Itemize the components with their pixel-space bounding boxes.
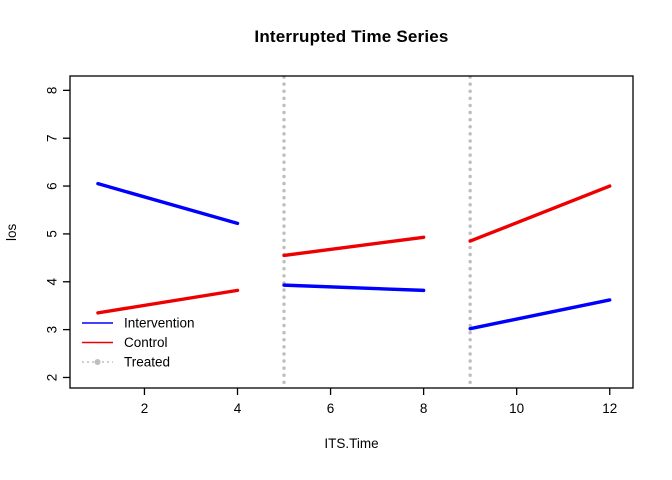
legend-label: Control [124,335,168,350]
intervention-line-segment [468,298,612,331]
legend: Intervention Control Treated [82,316,195,370]
y-tick-label: 8 [45,87,60,95]
legend-entry: Control [82,335,168,350]
legend-label: Intervention [124,316,195,331]
x-tick-label: 2 [141,401,149,416]
y-tick-label: 7 [45,134,60,142]
legend-entry: Treated [82,355,170,370]
intervention-line-segment [96,181,240,226]
x-tick-label: 10 [509,401,524,416]
y-tick-label: 4 [45,278,60,286]
x-tick-label: 8 [420,401,428,416]
x-tick-label: 6 [327,401,335,416]
control-line-segment [96,288,240,315]
chart-title: Interrupted Time Series [254,27,449,46]
legend-entry: Intervention [82,316,195,331]
y-tick-label: 2 [45,374,60,382]
control-line-segment [468,184,612,243]
legend-point-marker [94,359,101,365]
legend-label: Treated [124,355,170,370]
control-line-segment [282,235,426,258]
y-tick-label: 3 [45,326,60,334]
intervention-line-segment [282,283,426,293]
x-axis-label: ITS.Time [324,436,379,451]
x-tick-label: 12 [602,401,617,416]
plot-frame [69,75,634,389]
y-tick-label: 5 [45,230,60,238]
y-tick-label: 6 [45,182,60,190]
x-tick-label: 4 [234,401,242,416]
y-axis-label: los [4,223,19,241]
